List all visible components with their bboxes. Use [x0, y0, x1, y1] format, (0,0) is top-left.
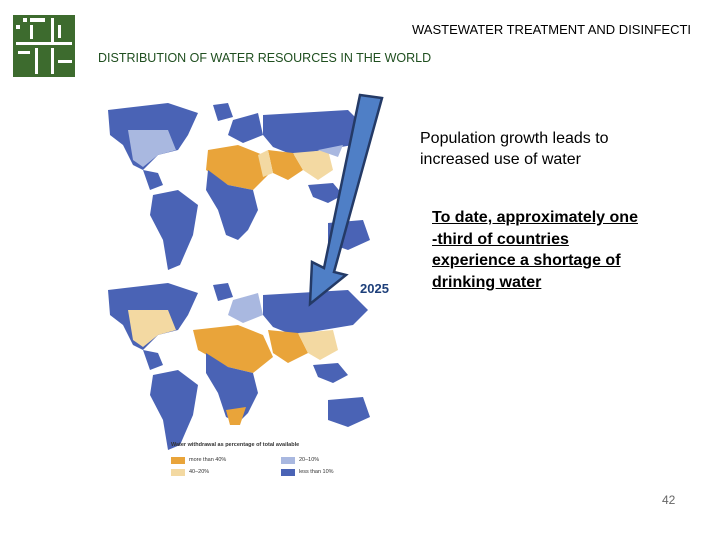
legend-item: 40–20% [171, 468, 209, 476]
legend-item: more than 40% [171, 456, 226, 464]
legend-label: more than 40% [189, 457, 227, 463]
legend-label: 20–10% [299, 457, 320, 463]
down-arrow-icon [308, 93, 384, 307]
section-title: DISTRIBUTION OF WATER RESOURCES IN THE W… [98, 51, 432, 65]
legend-label: 40–20% [189, 469, 210, 475]
legend-title: Water withdrawal as percentage of total … [171, 442, 300, 448]
bullet-point-shortage: To date, approximately one -third of cou… [432, 209, 638, 291]
world-map-2025 [108, 283, 370, 450]
world-map-current [108, 103, 370, 270]
logo [13, 15, 75, 77]
legend-swatch [281, 468, 295, 476]
world-maps-image [108, 103, 370, 450]
legend-swatch [171, 468, 185, 476]
map-year-label: 2025 [360, 281, 389, 296]
bullet-point-population: Population growth leads to increased use… [420, 130, 609, 168]
page-number: 42 [662, 493, 676, 507]
legend-item: less than 10% [281, 468, 334, 476]
map-legend: Water withdrawal as percentage of total … [171, 442, 371, 486]
legend-swatch [171, 456, 185, 464]
header-title: WASTEWATER TREATMENT AND DISINFECTI [412, 22, 692, 37]
legend-label: less than 10% [299, 469, 334, 475]
legend-swatch [281, 456, 295, 464]
legend-item: 20–10% [281, 456, 319, 464]
